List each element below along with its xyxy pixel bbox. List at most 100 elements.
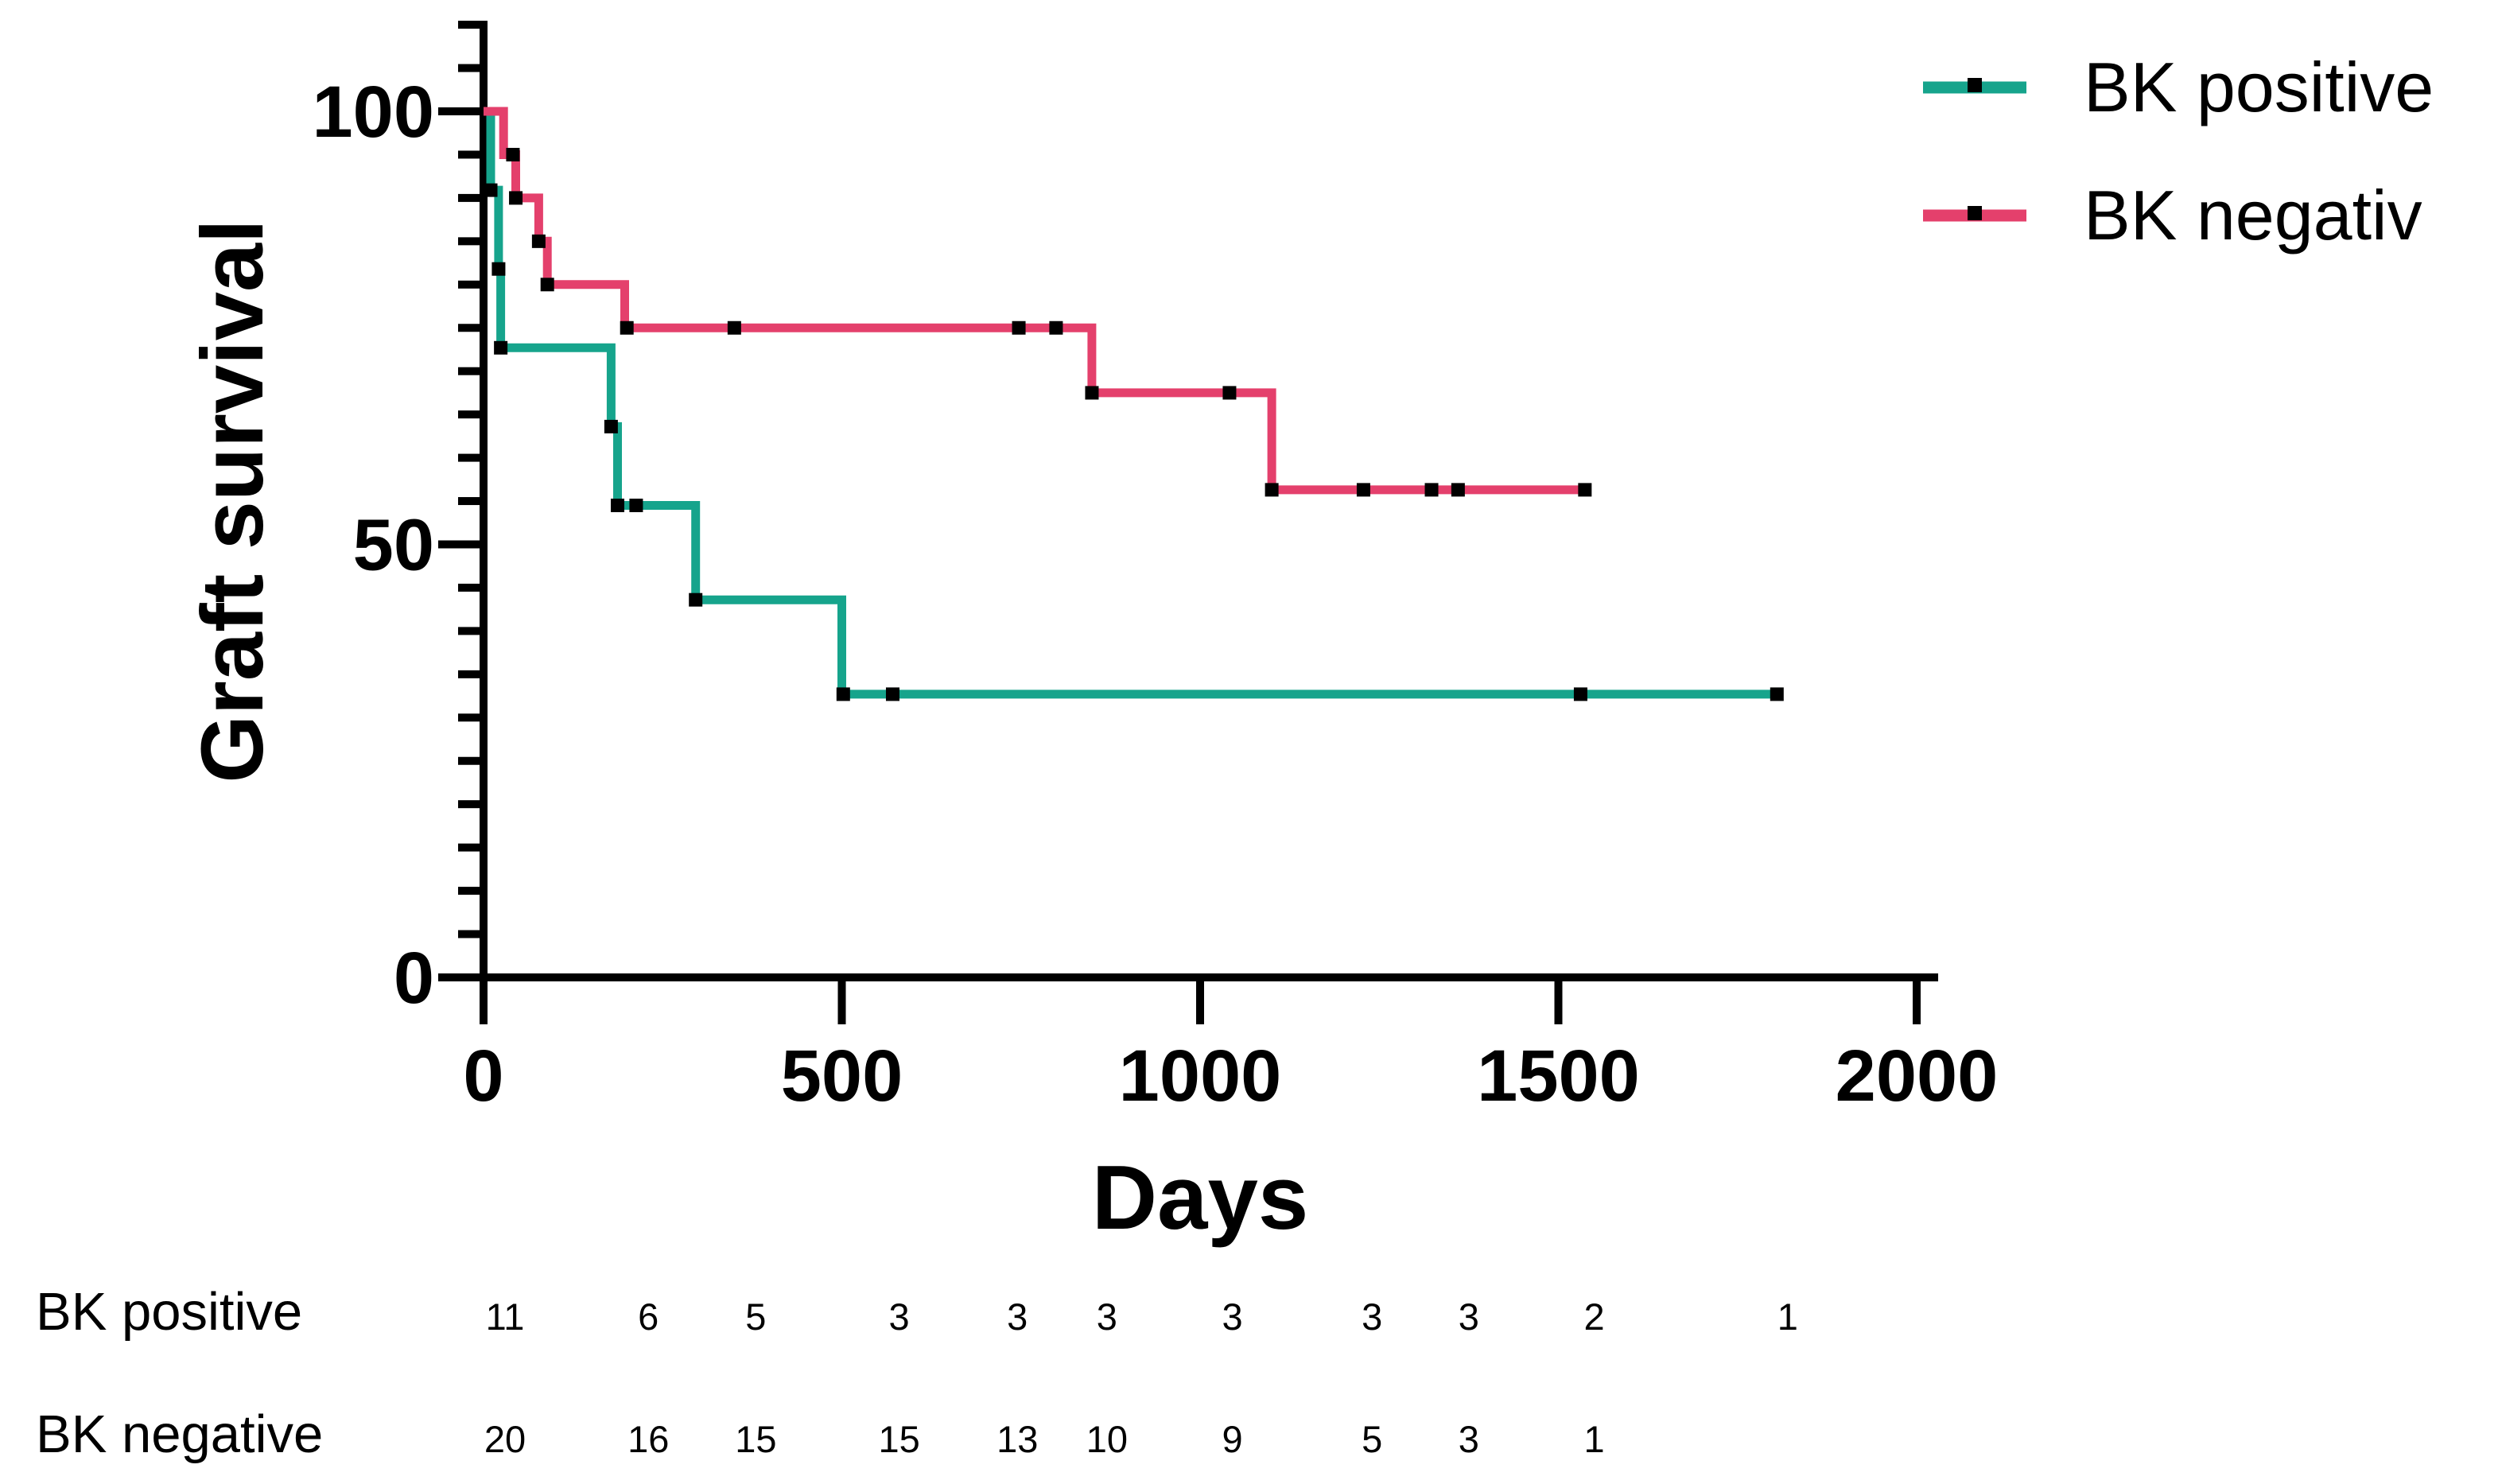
y-minor-tick — [458, 497, 480, 506]
x-tick — [1554, 973, 1563, 1024]
censor-tick — [1573, 687, 1587, 701]
y-minor-tick — [458, 237, 480, 246]
y-minor-tick — [458, 193, 480, 202]
censor-tick — [1085, 386, 1099, 400]
risk-table-row: BK negative 20 16 15 15 13 10 9 5 3 1 — [36, 1404, 1605, 1464]
y-minor-tick — [458, 887, 480, 895]
censor-tick — [484, 183, 498, 197]
y-minor-tick — [458, 64, 480, 72]
x-tick — [1196, 973, 1204, 1024]
y-minor-tick — [458, 583, 480, 592]
x-tick — [1913, 973, 1921, 1024]
risk-count: 13 — [997, 1418, 1038, 1460]
censor-tick — [604, 419, 618, 433]
risk-row-label: BK positive — [36, 1282, 302, 1342]
y-minor-tick — [458, 930, 480, 938]
censor-tick — [509, 191, 523, 205]
x-axis-title: Days — [1092, 1148, 1309, 1249]
y-minor-tick — [458, 324, 480, 332]
censor-tick — [1578, 483, 1592, 497]
x-tick-label: 0 — [463, 1035, 503, 1117]
risk-count: 1 — [1583, 1418, 1604, 1460]
y-minor-tick — [458, 713, 480, 722]
censor-tick — [629, 498, 643, 512]
risk-count: 6 — [638, 1296, 659, 1338]
censor-tick — [1049, 320, 1063, 335]
censor-tick — [1012, 320, 1026, 335]
censor-tick — [620, 320, 634, 335]
y-minor-tick — [458, 843, 480, 852]
risk-count: 3 — [1007, 1296, 1028, 1338]
legend-label: BK negativ — [2084, 176, 2422, 254]
y-major-tick — [438, 973, 480, 981]
censor-tick — [494, 340, 508, 355]
y-axis-line — [480, 21, 488, 982]
legend-label: BK positive — [2084, 48, 2434, 126]
y-minor-tick — [458, 410, 480, 419]
risk-table-row: BK positive 11 6 5 3 3 3 3 3 3 2 1 — [36, 1282, 1798, 1342]
km-curve — [484, 107, 1781, 699]
censor-tick — [491, 262, 506, 276]
censor-tick — [610, 498, 624, 512]
censor-tick — [531, 234, 546, 248]
censor-tick — [836, 687, 850, 701]
censor-tick — [1770, 687, 1784, 701]
legend-censor-mark — [1968, 78, 1982, 92]
x-tick-label: 500 — [781, 1035, 903, 1117]
y-minor-tick — [458, 453, 480, 462]
legend-censor-mark — [1968, 206, 1982, 220]
y-minor-tick — [458, 627, 480, 635]
risk-count: 16 — [627, 1418, 669, 1460]
legend-item: BK positive — [1923, 48, 2434, 126]
y-tick-label: 0 — [394, 938, 434, 1019]
censor-tick — [1451, 483, 1465, 497]
risk-count: 15 — [878, 1418, 919, 1460]
censor-tick — [689, 592, 703, 607]
censor-tick — [727, 320, 741, 335]
risk-count: 11 — [486, 1296, 525, 1338]
legend: BK positive BK negativ — [1923, 48, 2434, 254]
censor-tick — [540, 278, 554, 292]
y-minor-tick — [458, 800, 480, 809]
risk-count: 5 — [745, 1296, 766, 1338]
risk-row-label: BK negative — [36, 1404, 323, 1464]
y-minor-tick — [458, 367, 480, 375]
censor-tick — [1356, 483, 1370, 497]
x-tick-label: 1000 — [1119, 1035, 1282, 1117]
censor-tick — [885, 687, 899, 701]
risk-count: 3 — [1362, 1296, 1382, 1338]
km-series-bk-positive — [484, 107, 1784, 701]
risk-table: BK positive 11 6 5 3 3 3 3 3 3 2 1BK negative 20 16 15… — [36, 1282, 1798, 1464]
risk-count: 9 — [1222, 1418, 1242, 1460]
legend-item: BK negativ — [1923, 176, 2422, 254]
risk-count: 20 — [484, 1418, 526, 1460]
y-minor-tick — [458, 670, 480, 678]
censor-tick — [1424, 483, 1439, 497]
y-major-tick — [438, 540, 480, 549]
y-tick-label: 100 — [313, 72, 435, 153]
y-minor-tick — [458, 756, 480, 765]
y-tick-label: 50 — [353, 505, 434, 586]
risk-count: 3 — [1459, 1296, 1479, 1338]
y-minor-tick — [458, 21, 480, 29]
x-tick — [837, 973, 846, 1024]
x-tick-label: 2000 — [1836, 1035, 1999, 1117]
km-curve — [484, 107, 1588, 495]
x-axis-line — [480, 973, 1939, 981]
risk-count: 5 — [1362, 1418, 1382, 1460]
x-tick-label: 1500 — [1477, 1035, 1640, 1117]
censor-tick — [1265, 483, 1279, 497]
risk-count: 1 — [1777, 1296, 1798, 1338]
risk-count: 15 — [735, 1418, 776, 1460]
y-major-tick — [438, 107, 480, 115]
censor-tick — [1222, 386, 1237, 400]
y-axis-title: Graft survival — [184, 219, 282, 783]
y-minor-tick — [458, 150, 480, 159]
risk-count: 3 — [1222, 1296, 1242, 1338]
risk-count: 10 — [1086, 1418, 1128, 1460]
km-series-bk-negative — [484, 107, 1592, 497]
risk-count: 2 — [1583, 1296, 1604, 1338]
risk-count: 3 — [889, 1296, 910, 1338]
